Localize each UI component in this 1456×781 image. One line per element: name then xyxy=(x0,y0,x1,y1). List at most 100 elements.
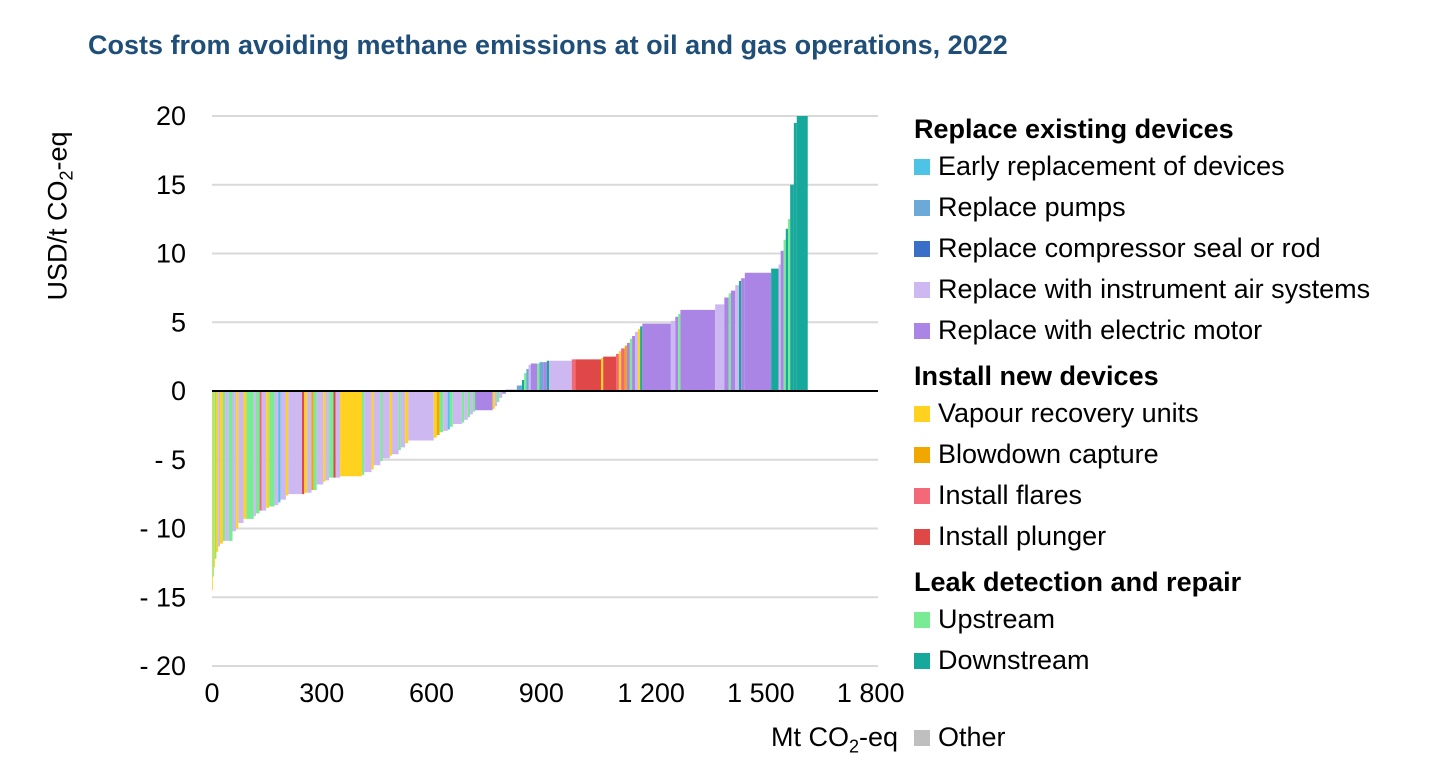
bar-segment-instrument xyxy=(670,320,676,391)
bar-segment-instrument xyxy=(288,391,303,495)
bar-segment-pumps xyxy=(516,385,522,391)
bar-segment-instrument xyxy=(778,264,781,391)
x-tick-label: 900 xyxy=(519,678,564,708)
y-tick-labels: 20 15 10 5 0 - 5 - 10 - 15 - 20 xyxy=(139,101,186,681)
bar-segment-plunger xyxy=(333,391,336,478)
bars xyxy=(212,116,808,591)
bar-segment-upstream xyxy=(449,391,453,427)
bar-segment-upstream xyxy=(787,219,791,391)
bar-segment-downstream xyxy=(785,228,788,391)
bar-segment-upstream xyxy=(439,391,444,433)
bar-segment-instrument xyxy=(392,391,399,455)
bar-segment-vapour xyxy=(492,391,495,409)
bar-segment-upstream xyxy=(214,391,217,559)
bar-segment-downstream xyxy=(790,184,794,391)
bar-segment-vapour xyxy=(637,329,641,391)
legend-item-electric: Replace with electric motor xyxy=(914,310,1434,351)
legend-item-compressor: Replace compressor seal or rod xyxy=(914,228,1434,269)
bar-segment-instrument xyxy=(452,391,462,424)
bar-segment-instrument xyxy=(218,391,221,547)
bar-segment-electric xyxy=(642,323,671,391)
legend-label-plunger: Install plunger xyxy=(938,521,1107,551)
bar-segment-instrument xyxy=(225,391,229,541)
legend-swatch-downstream xyxy=(914,652,930,669)
legend-swatch-pumps xyxy=(914,199,930,216)
bar-segment-instrument xyxy=(373,391,381,466)
x-tick-label: 1 200 xyxy=(617,678,685,708)
bar-segment-vapour xyxy=(213,391,215,567)
bar-segment-electric xyxy=(543,362,547,391)
legend-label-electric: Replace with electric motor xyxy=(938,315,1263,345)
legend-swatch-other xyxy=(914,729,930,746)
bar-segment-vapour xyxy=(405,391,409,444)
bar-segment-electric xyxy=(741,278,745,391)
bar-segment-vapour xyxy=(323,391,326,482)
bar-segment-instrument xyxy=(469,391,473,415)
bar-segment-vapour xyxy=(389,391,393,456)
legend-label-upstream: Upstream xyxy=(938,604,1056,634)
bar-segment-electric xyxy=(530,363,538,391)
legend-item-upstream: Upstream xyxy=(914,599,1434,640)
legend-swatch-upstream xyxy=(914,611,930,628)
bar-segment-pumps xyxy=(539,362,544,391)
bar-segment-instrument xyxy=(715,304,725,391)
bar-segment-instrument xyxy=(464,391,468,420)
bar-segment-upstream xyxy=(398,391,401,451)
bar-segment-vapour xyxy=(618,351,622,391)
y-tick-label: 15 xyxy=(156,170,186,200)
bar-segment-upstream xyxy=(461,391,465,423)
bar-segment-electric xyxy=(780,250,784,391)
legend-swatch-early xyxy=(914,158,930,175)
y-tick-label: 5 xyxy=(171,307,186,337)
bar-segment-blowdown xyxy=(436,391,440,435)
bar-segment-instrument xyxy=(400,391,406,448)
y-tick-label: - 15 xyxy=(139,582,186,612)
bar-segment-upstream xyxy=(537,363,540,391)
bar-segment-instrument xyxy=(253,391,256,517)
y-tick-label: - 20 xyxy=(139,651,186,681)
legend-item-vapour: Vapour recovery units xyxy=(914,393,1434,434)
bar-segment-upstream xyxy=(329,391,334,478)
bar-segment-upstream xyxy=(472,391,476,412)
y-tick-label: 0 xyxy=(171,376,186,406)
bar-segment-instrument xyxy=(528,364,531,391)
x-tick-label: 1 800 xyxy=(837,678,905,708)
gridlines xyxy=(212,115,878,667)
y-tick-label: - 5 xyxy=(154,445,186,475)
bar-segment-downstream xyxy=(793,122,797,391)
chart-title: Costs from avoiding methane emissions at… xyxy=(88,30,1008,60)
bar-segment-electric xyxy=(680,309,716,391)
x-tick-label: 1 500 xyxy=(727,678,795,708)
bar-segment-instrument xyxy=(307,391,312,493)
y-tick-label: 10 xyxy=(156,239,186,269)
legend-swatch-instrument xyxy=(914,281,930,298)
bar-segment-instrument xyxy=(316,391,324,485)
bar-segment-instrument xyxy=(735,285,739,391)
bar-segment-flares xyxy=(621,348,625,391)
legend-swatch-plunger xyxy=(914,528,930,545)
bar-segment-plunger xyxy=(603,356,616,391)
legend: Replace existing devices Early replacemen… xyxy=(914,112,1434,681)
bar-segment-instrument xyxy=(549,360,572,391)
legend-swatch-vapour xyxy=(914,405,930,422)
bar-segment-instrument xyxy=(325,391,330,481)
bar-segment-vapour xyxy=(216,391,219,552)
bar-segment-instrument xyxy=(238,391,244,523)
legend-label-instrument: Replace with instrument air systems xyxy=(938,274,1371,304)
legend-label-blowdown: Blowdown capture xyxy=(938,439,1159,469)
bar-segment-flares xyxy=(259,391,262,511)
legend-label-pumps: Replace pumps xyxy=(938,192,1126,222)
bar-segment-upstream xyxy=(728,293,731,391)
legend-group-title: Install new devices xyxy=(914,361,1159,391)
bar-segment-upstream xyxy=(313,391,317,490)
legend-label-flares: Install flares xyxy=(938,480,1083,510)
bar-segment-electric xyxy=(632,336,636,391)
bar-segment-upstream xyxy=(212,391,214,577)
bar-segment-flares xyxy=(571,359,576,391)
bar-segment-electric xyxy=(730,290,736,391)
bar-segment-upstream xyxy=(783,239,786,391)
legend-label-vapour: Vapour recovery units xyxy=(938,398,1199,428)
bar-segment-flares xyxy=(615,353,619,391)
bar-segment-instrument xyxy=(261,391,267,511)
bar-segment-downstream xyxy=(796,116,808,391)
